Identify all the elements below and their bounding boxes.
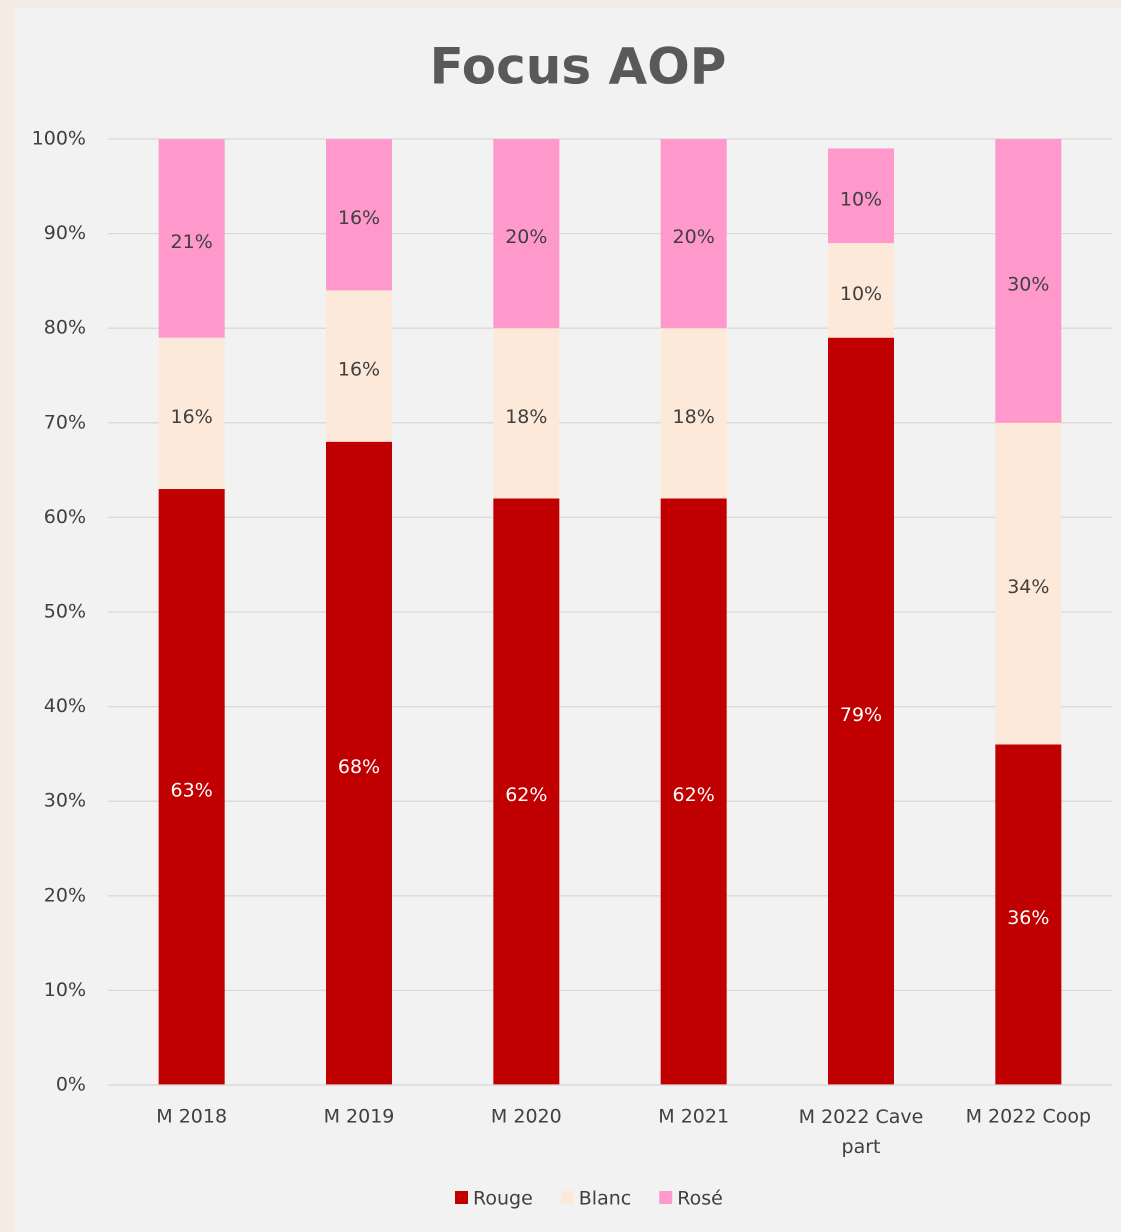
legend-swatch [659,1191,673,1204]
x-tick-label: M 2022 Coop [966,1106,1091,1128]
bar [158,139,225,338]
data-label: 10% [840,188,882,210]
y-tick-label: 60% [44,506,86,528]
bar [493,139,560,329]
legend-label: Rouge [473,1188,533,1210]
data-label: 16% [338,207,380,229]
x-tick-label: M 2022 Cave part [799,1106,924,1158]
data-label: 68% [338,756,380,778]
bar [493,498,560,1086]
y-tick-label: 10% [44,979,86,1001]
x-tick-label: M 2021 [658,1106,729,1128]
bar [158,489,225,1085]
y-tick-label: 20% [44,884,86,906]
bar [326,290,392,442]
data-label: 20% [673,226,715,248]
bar [660,328,727,499]
bar [158,337,225,490]
data-label: 18% [673,406,715,428]
bar [326,441,392,1086]
x-tick-label: M 2019 [324,1106,395,1128]
y-tick-label: 80% [44,317,86,339]
y-tick-label: 30% [44,790,86,812]
chart-title: Focus AOP [430,38,727,96]
x-tick-label: M 2018 [156,1106,227,1128]
legend-swatch [560,1191,574,1204]
data-label: 16% [338,359,380,381]
data-label: 62% [505,784,547,806]
bar [828,148,894,244]
legend-label: Rosé [677,1188,723,1210]
x-tick-label: M 2020 [491,1106,562,1128]
bar [828,243,894,338]
bar [995,422,1062,745]
y-tick-label: 50% [44,601,86,623]
data-label: 30% [1007,273,1049,295]
data-label: 10% [840,283,882,305]
bar [660,139,727,329]
y-tick-label: 70% [44,411,86,433]
y-tick-label: 100% [32,128,86,150]
bar [326,139,392,291]
data-label: 62% [673,784,715,806]
data-label: 63% [171,780,213,802]
bar [995,744,1062,1085]
bar [493,328,560,499]
data-label: 36% [1007,907,1049,929]
legend-swatch [455,1191,468,1204]
bar [995,139,1062,423]
y-tick-label: 0% [56,1074,86,1096]
legend-label: Blanc [579,1188,631,1210]
data-label: 18% [505,406,547,428]
y-tick-label: 40% [44,695,86,717]
data-label: 79% [840,704,882,726]
data-label: 16% [171,406,213,428]
data-label: 34% [1007,576,1049,598]
y-tick-label: 90% [44,222,86,244]
bar [828,337,894,1085]
bar [660,498,727,1086]
data-label: 20% [505,226,547,248]
data-label: 21% [171,231,213,253]
